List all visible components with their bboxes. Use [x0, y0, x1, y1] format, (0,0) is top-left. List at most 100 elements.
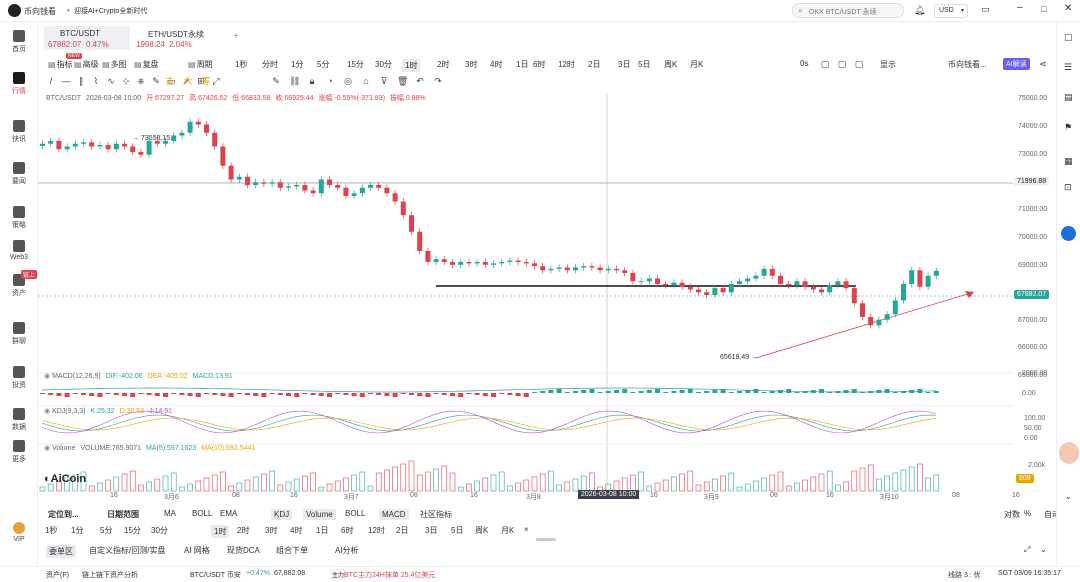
link-icon[interactable]: ⛓: [289, 76, 301, 86]
toolbar-item-4[interactable]: ▤周期: [188, 59, 213, 70]
window-icon[interactable]: ▭: [981, 4, 990, 14]
share-icon[interactable]: ⋖: [1039, 59, 1047, 69]
sidebar-item-8[interactable]: 投资: [0, 366, 38, 390]
toolbar-item-2[interactable]: ▤多图: [102, 59, 127, 70]
sidebar-item-6[interactable]: 资产 链上: [0, 270, 38, 298]
locate-button[interactable]: 定位到...: [48, 510, 79, 519]
avatar[interactable]: [1059, 442, 1079, 464]
fullscreen-icon[interactable]: ▢: [837, 59, 847, 69]
display-button[interactable]: 显示: [880, 60, 896, 69]
draw-tool-label[interactable]: 大: [183, 76, 193, 86]
sidebar-item-7[interactable]: 群聊: [0, 322, 38, 346]
draw-tool-5-icon[interactable]: ⊹: [122, 76, 130, 86]
status-asset[interactable]: 资产(F): [46, 572, 69, 579]
indicator-7[interactable]: 社区指标: [420, 510, 452, 519]
toolbar-item-0[interactable]: ▤指标: [48, 59, 73, 70]
fullscreen-icon[interactable]: ⤢: [1024, 545, 1031, 554]
minimize-icon[interactable]: –: [1017, 2, 1023, 13]
status-line[interactable]: 线路 3 : 优: [948, 572, 981, 579]
alert-icon[interactable]: ⚑: [1064, 122, 1073, 132]
add-tab-button[interactable]: +: [233, 31, 239, 42]
bottom-timeframe-0[interactable]: 1秒: [45, 526, 58, 535]
sidebar-item-10[interactable]: 更多: [0, 440, 38, 464]
layout-icon[interactable]: ▢: [1064, 32, 1073, 42]
bottom-timeframe-12[interactable]: 2日: [396, 526, 409, 535]
indicator-1[interactable]: BOLL: [192, 509, 213, 518]
indicator-5[interactable]: BOLL: [345, 509, 366, 518]
timeframe-6[interactable]: 1时: [402, 59, 421, 72]
timeframe-15[interactable]: 5日: [638, 60, 651, 69]
timeframe-16[interactable]: 周K: [664, 60, 678, 69]
draw-tool-10-icon[interactable]: ⊞: [197, 76, 205, 86]
macd-toggle-icon[interactable]: ◉: [44, 373, 51, 380]
timeframe-10[interactable]: 1日: [516, 60, 529, 69]
timeframe-11[interactable]: 6时: [533, 60, 546, 69]
draw-tool-8-icon[interactable]: ▭: [166, 76, 176, 86]
date-range-button[interactable]: 日期范围: [107, 510, 139, 519]
kdj-toggle-icon[interactable]: ◉: [44, 408, 51, 415]
theme-button[interactable]: 币向钱看...: [948, 60, 987, 69]
timeframe-14[interactable]: 3日: [618, 60, 631, 69]
sidebar-item-3[interactable]: 要闻: [0, 162, 38, 186]
bottom-timeframe-1[interactable]: 1分: [71, 526, 84, 535]
down-icon[interactable]: ⌄: [1065, 492, 1072, 501]
bottom-timeframe-13[interactable]: 3日: [425, 526, 438, 535]
search-box[interactable]: ⌕ OKX BTC/USDT 永续: [792, 3, 904, 18]
timeframe-3[interactable]: 5分: [317, 60, 330, 69]
draw-tool-2-icon[interactable]: ∥: [78, 76, 84, 86]
axis-option-1[interactable]: %: [1024, 509, 1032, 518]
status-onchain[interactable]: 链上链下资产分析: [82, 572, 138, 579]
undo-icon[interactable]: ↶: [416, 76, 424, 86]
timeframe-4[interactable]: 15分: [347, 60, 364, 69]
indicator-4[interactable]: Volume: [303, 509, 336, 520]
bottom-timeframe-14[interactable]: 5日: [451, 526, 464, 535]
list-icon[interactable]: ☰: [1064, 62, 1073, 72]
notes-icon[interactable]: ▤: [1064, 92, 1073, 102]
news-link[interactable]: 迎接AI+Crypto全新时代: [74, 8, 148, 15]
assistant-icon[interactable]: [1061, 226, 1076, 241]
bell-icon[interactable]: 🔔︎: [914, 5, 926, 15]
bottom-timeframe-10[interactable]: 6时: [341, 526, 354, 535]
timeframe-7[interactable]: 2时: [437, 60, 450, 69]
bottom-tab-1[interactable]: 自定义指标/回测/实盘: [89, 546, 166, 555]
bottom-timeframe-7[interactable]: 3时: [265, 526, 278, 535]
candlestick-chart[interactable]: → 73558.15 65618.49 →: [38, 88, 1056, 508]
sidebar-item-1[interactable]: 行情: [0, 72, 38, 96]
indicator-0[interactable]: MA: [164, 509, 176, 518]
timeframe-9[interactable]: 4时: [490, 60, 503, 69]
redo-icon[interactable]: ↷: [434, 76, 442, 86]
draw-tool-7-icon[interactable]: ✎: [152, 76, 160, 86]
eye-icon[interactable]: ◔: [327, 76, 333, 86]
bottom-timeframe-17[interactable]: ×: [524, 525, 529, 534]
trash-icon[interactable]: 🗑︎: [397, 76, 409, 86]
draw-tool-4-icon[interactable]: ∿: [107, 76, 115, 86]
bottom-timeframe-9[interactable]: 1日: [316, 526, 329, 535]
bottom-tab-0[interactable]: 委单区: [46, 545, 76, 558]
sidebar-item-9[interactable]: 数据: [0, 408, 38, 432]
panel-chevron-icon[interactable]: ⌄: [1040, 545, 1047, 554]
indicator-2[interactable]: EMA: [220, 509, 238, 518]
camera-icon[interactable]: ▢: [820, 59, 830, 69]
bottom-timeframe-15[interactable]: 周K: [475, 526, 489, 535]
bottom-timeframe-8[interactable]: 4时: [290, 526, 303, 535]
draw-tool-6-icon[interactable]: ⎈: [137, 76, 145, 86]
bottom-timeframe-5[interactable]: 1时: [211, 525, 230, 538]
ai-interpret-button[interactable]: AI解读: [1003, 58, 1030, 70]
bottom-tab-4[interactable]: 组合下单: [276, 546, 308, 555]
bottom-timeframe-6[interactable]: 2时: [237, 526, 250, 535]
timeframe-5[interactable]: 30分: [375, 60, 392, 69]
axis-option-0[interactable]: 对数: [1004, 510, 1020, 519]
draw-tool-0-icon[interactable]: /: [49, 76, 53, 86]
ticker-tab-eth[interactable]: ETH/USDT永续 1998.24 2.04%: [136, 26, 216, 50]
sidebar-item-0[interactable]: 首页: [0, 30, 38, 54]
timeframe-13[interactable]: 2日: [588, 60, 601, 69]
draw-tool-label[interactable]: 筹: [201, 76, 211, 86]
filter-icon[interactable]: ⊽: [380, 76, 388, 86]
toolbar-item-3[interactable]: ▤复盘: [134, 59, 159, 70]
bottom-timeframe-2[interactable]: 5分: [100, 526, 113, 535]
sidebar-item-5[interactable]: Web3: [0, 240, 38, 261]
bottom-timeframe-16[interactable]: 月K: [501, 526, 515, 535]
bottom-timeframe-11[interactable]: 12时: [368, 526, 385, 535]
draw-tool-3-icon[interactable]: ⌇: [93, 76, 99, 86]
draw-tool-label[interactable]: 主: [165, 76, 175, 86]
